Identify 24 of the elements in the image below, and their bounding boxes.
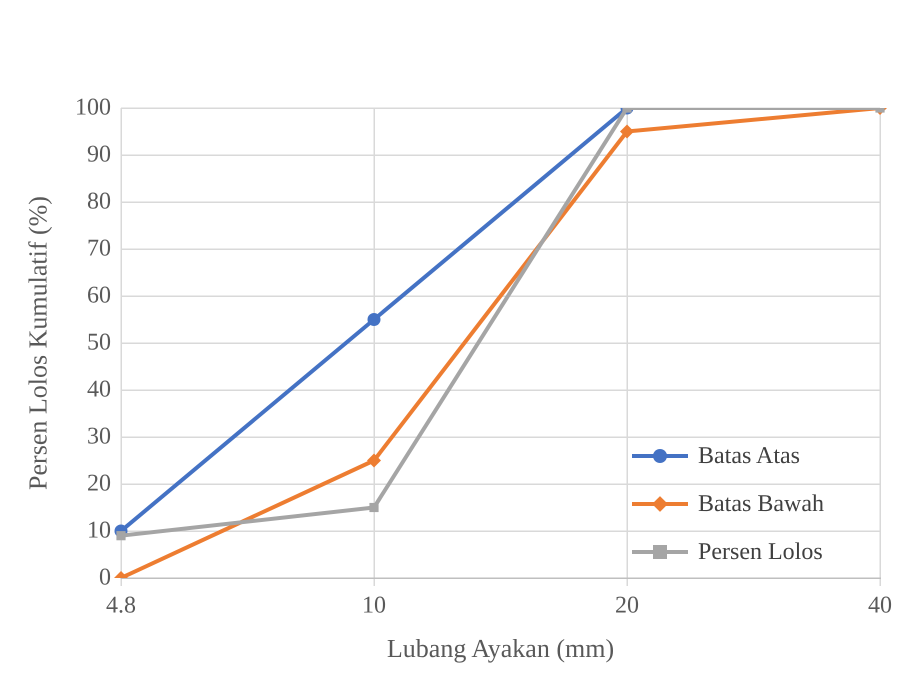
y-tick-label: 80 [87, 188, 111, 214]
y-tick-label: 20 [87, 470, 111, 496]
x-tick-label: 40 [868, 592, 892, 619]
legend-label: Batas Atas [698, 442, 800, 470]
x-tick-label: 10 [362, 592, 386, 619]
point [367, 454, 381, 468]
x-tick-label: 4.8 [106, 592, 136, 619]
y-tick-label: 70 [87, 235, 111, 262]
y-tick-label: 10 [87, 517, 111, 544]
y-tick-label: 0 [99, 564, 111, 590]
y-tick-label: 60 [87, 282, 111, 308]
y-tick-label: 50 [87, 329, 111, 356]
point [369, 502, 379, 512]
y-tick-label: 100 [75, 94, 111, 120]
y-tick-label: 90 [87, 141, 111, 168]
x-axis-title: Lubang Ayakan (mm) [386, 634, 614, 664]
y-tick-label: 40 [87, 376, 111, 402]
y-tick-label: 30 [87, 423, 111, 450]
legend-label: Persen Lolos [698, 538, 823, 566]
legend-label: Batas Bawah [698, 490, 824, 518]
x-tick-label: 20 [615, 592, 639, 619]
y-axis-title: Persen Lolos Kumulatif (%) [23, 196, 52, 490]
point [368, 313, 380, 326]
point [116, 531, 126, 540]
